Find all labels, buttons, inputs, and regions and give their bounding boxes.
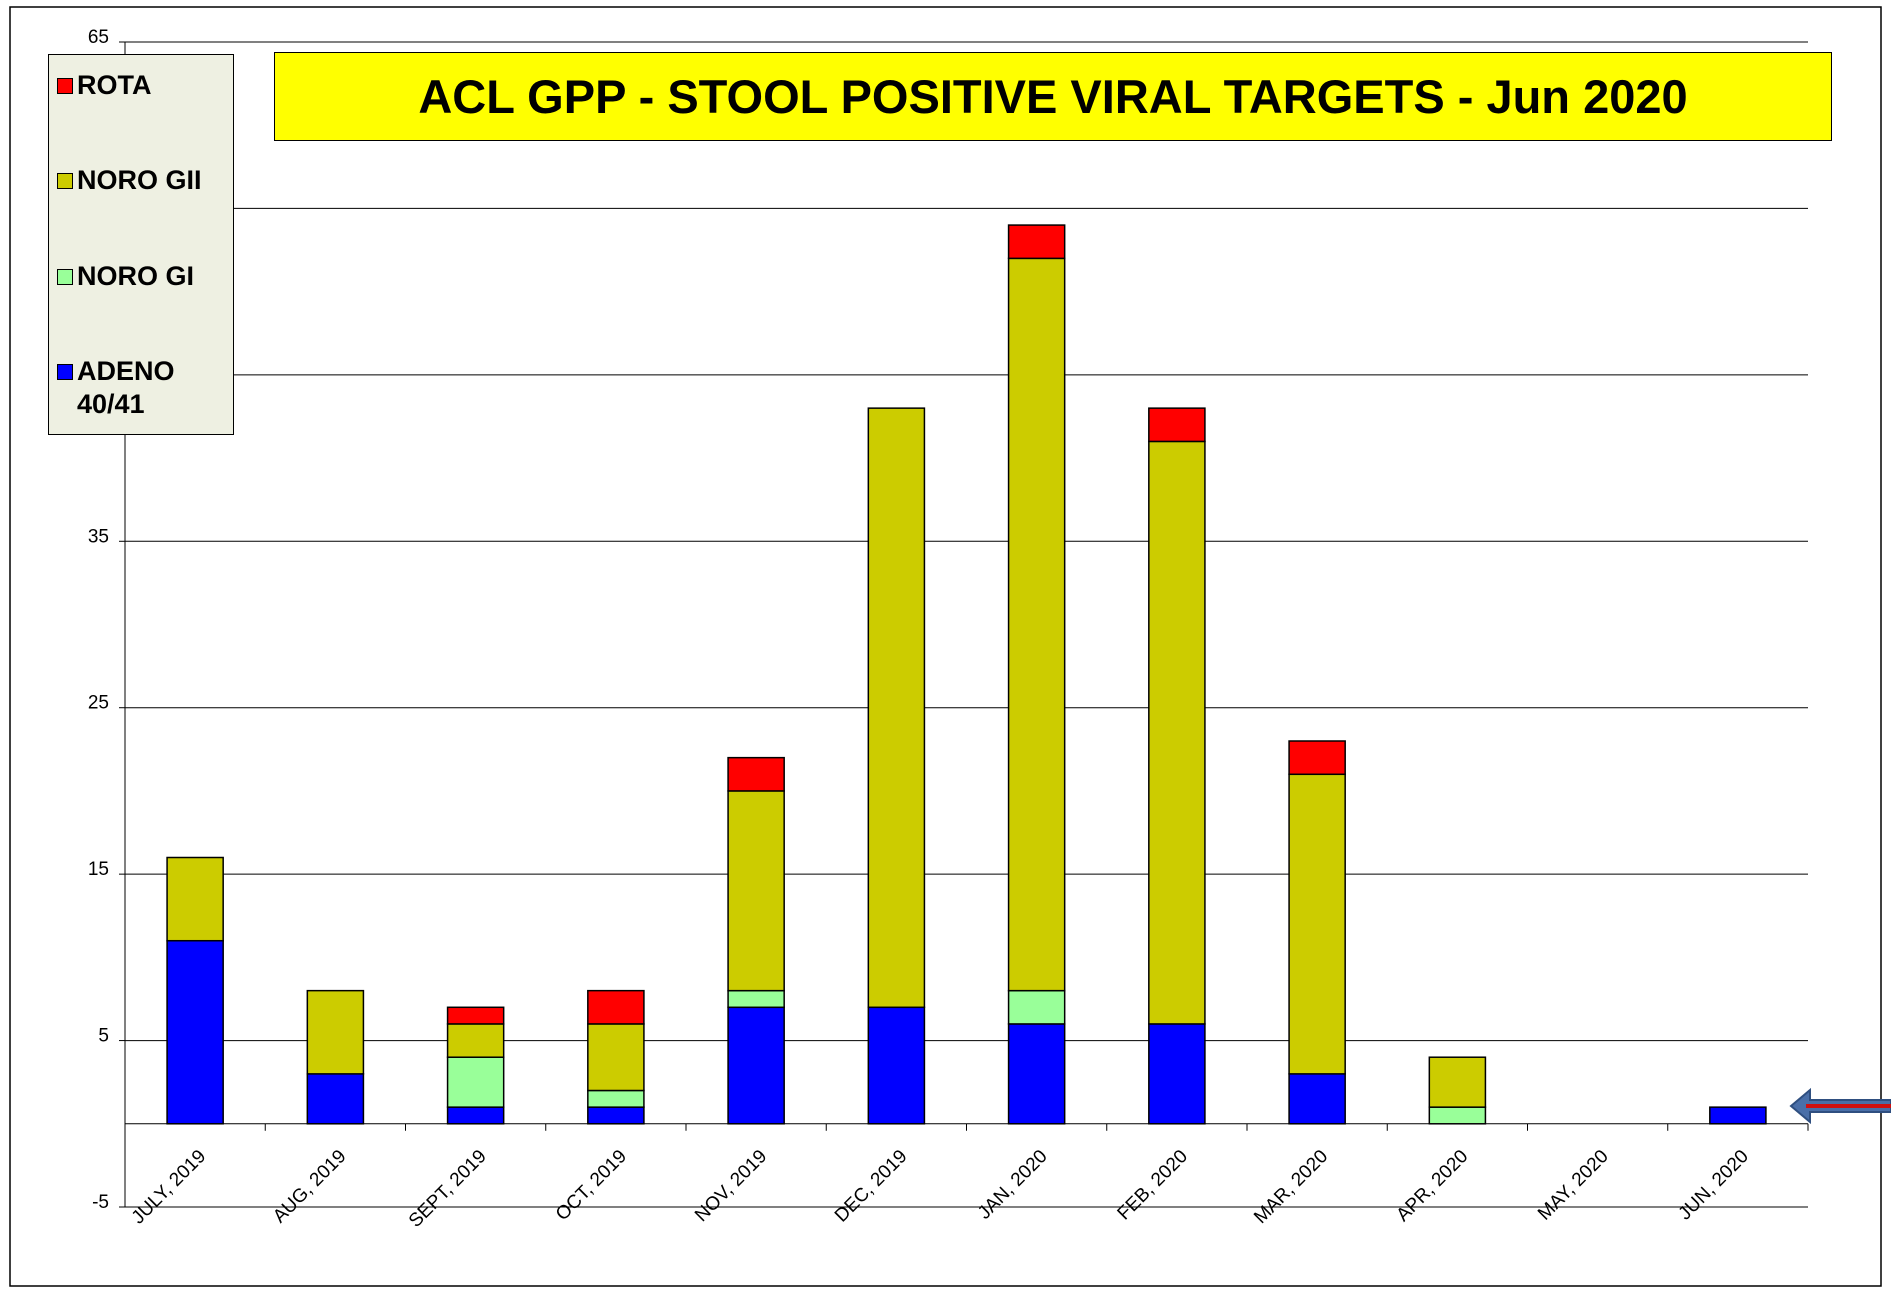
x-tick-label: MAY, 2020 [1534,1146,1613,1225]
legend-swatch [57,364,73,381]
legend-swatch [57,173,73,190]
y-tick-label: 65 [88,27,109,48]
x-tick-label: OCT, 2019 [552,1146,631,1225]
bar-segment [1007,989,1066,1025]
bar-segment [1148,440,1206,1025]
x-tick-label: APR, 2020 [1393,1146,1473,1226]
chart-title: ACL GPP - STOOL POSITIVE VIRAL TARGETS -… [274,52,1832,141]
bar-segment [587,1023,645,1092]
legend-item: ROTA [57,69,225,101]
bar-segment [446,1023,505,1058]
pointer-arrow [1789,1087,1891,1125]
bar-segment [1288,1073,1346,1125]
legend-swatch [57,78,73,94]
y-tick-label: 35 [88,526,109,547]
bar-segment [1007,257,1066,992]
bar-segment [446,1006,505,1025]
bar-segment [1428,1106,1487,1125]
y-tick-label: -5 [92,1192,109,1213]
bar-segment [1288,773,1346,1075]
bar-segment [1288,740,1346,776]
bar-segment [446,1056,505,1108]
x-tick-label: JULY, 2019 [128,1146,210,1228]
x-tick-label: JAN, 2020 [974,1146,1052,1224]
legend-item: NORO GII [57,164,225,196]
x-tick-label: AUG, 2019 [269,1146,350,1227]
bar-segment [1428,1056,1487,1108]
legend-label: NORO GII [77,165,202,196]
bar-segment [446,1106,505,1125]
legend-item: ADENO 40/41 [57,355,225,420]
y-tick-label: 5 [98,1026,109,1047]
legend-label: ROTA [77,70,152,100]
bar-segment [306,989,365,1075]
legend-swatch [57,268,73,285]
x-tick-label: SEPT, 2019 [405,1146,491,1232]
bar-segment [727,1006,785,1125]
x-tick-label: MAR, 2020 [1250,1146,1332,1228]
x-tick-label: DEC, 2019 [831,1146,912,1227]
bar-segment [1007,224,1066,260]
bar-segment [306,1073,365,1125]
bar-segment [166,939,224,1125]
bar-segment [727,989,785,1009]
y-tick-label: 15 [88,859,109,880]
bar-segment [166,856,224,942]
bar-segment [1148,1023,1206,1125]
bar-segment [587,1106,645,1125]
legend: ROTA NORO GII NORO GI ADENO 40/41 [48,54,234,435]
x-tick-label: NOV, 2019 [691,1146,771,1226]
legend-item: NORO GI [57,260,225,292]
bar-segment [867,1006,926,1125]
chart-border [9,6,1882,1287]
bar-segment [1709,1106,1767,1125]
bar-segment [867,407,926,1009]
bar-segment [727,790,785,992]
y-tick-label: 25 [88,693,109,714]
x-tick-label: JUN, 2020 [1675,1146,1753,1224]
bar-segment [587,989,645,1025]
legend-label: ADENO 40/41 [77,356,175,419]
bar-segment [1007,1023,1066,1125]
bar-segment [727,756,785,792]
legend-label: NORO GI [77,260,195,291]
x-tick-label: FEB, 2020 [1114,1146,1192,1224]
bar-segment [1148,407,1206,443]
bar-segment [587,1089,645,1108]
